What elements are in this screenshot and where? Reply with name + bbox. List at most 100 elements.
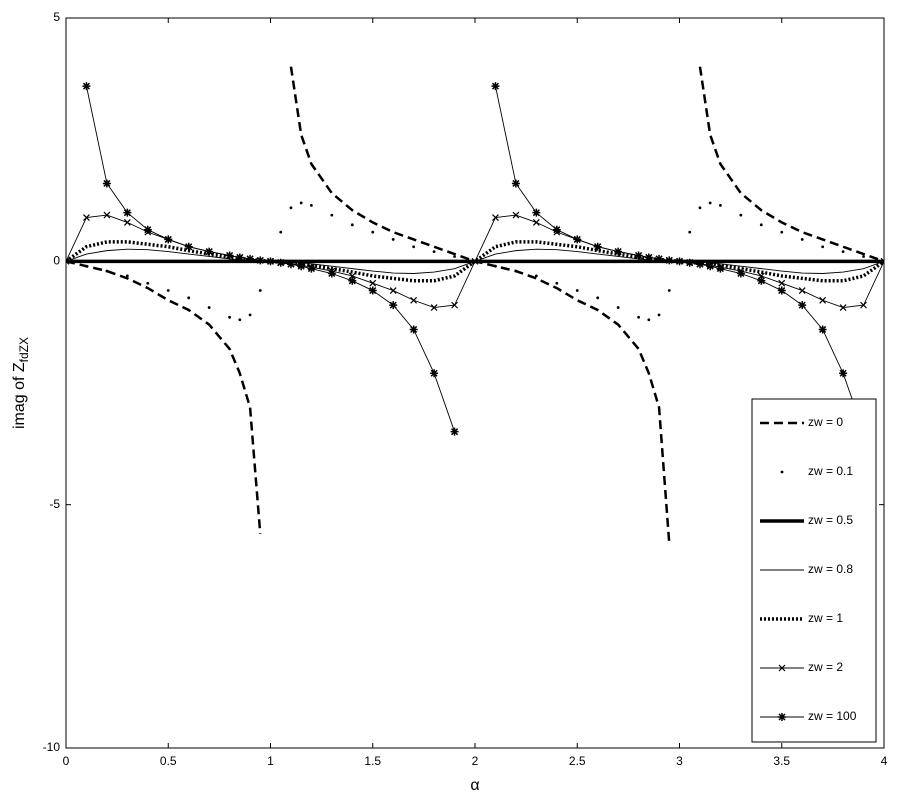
point [637,315,640,319]
point [391,238,395,241]
point [350,223,354,227]
point [759,223,763,227]
point [665,256,674,265]
y-axis-label-sub: fdZX [17,337,31,362]
point [248,313,252,317]
point [777,286,786,295]
point [821,245,825,249]
x-tick-label: 1 [267,754,274,768]
point [143,225,152,234]
point [369,279,377,287]
point [246,254,255,263]
point [514,269,518,273]
point [573,235,582,244]
point [286,260,295,269]
point [258,289,262,292]
point [225,251,234,260]
point [102,179,111,188]
legend-label: zw = 0 [808,415,843,429]
point [614,247,623,256]
y-tick-label: 5 [53,10,60,24]
point [430,369,439,378]
point [798,287,806,294]
point [123,208,132,217]
point [532,208,541,217]
point [695,260,704,269]
point [228,315,232,319]
point [105,269,109,273]
point [593,242,602,251]
point [780,230,784,234]
point [471,257,479,265]
point [778,713,786,721]
point [491,82,500,91]
x-tick-label: 0.5 [160,754,177,768]
point [778,664,786,672]
series-line [66,66,884,544]
point [238,318,242,322]
point [492,214,499,221]
point [235,253,244,262]
x-tick-label: 3 [676,754,683,768]
point [83,214,90,221]
y-tick-label: -5 [49,497,60,511]
point [716,264,725,273]
point [512,211,520,219]
point [187,296,191,300]
point [860,301,867,309]
point [85,264,88,268]
point [166,289,170,292]
point [706,262,715,271]
point [634,251,643,260]
point [819,296,827,304]
point [616,306,620,309]
point [739,213,743,217]
legend-label: zw = 2 [808,660,843,674]
point [778,279,786,287]
x-tick-label: 2 [472,754,479,768]
point [389,287,397,294]
legend-label: zw = 0.1 [808,464,853,478]
point [453,255,456,258]
point [719,203,722,207]
point [675,257,684,266]
point [310,203,313,207]
point [256,256,265,265]
point [432,250,436,254]
point [596,296,600,300]
point [307,264,316,273]
point [66,257,70,265]
point [839,304,847,311]
legend-box [751,398,877,743]
point [511,179,520,188]
x-tick-label: 2.5 [569,754,586,768]
point [348,276,357,285]
legend-label: zw = 0.8 [808,562,853,576]
point [685,258,694,267]
x-tick-label: 0 [63,754,70,768]
point [125,274,129,278]
y-axis-label: imag of ZfdZX [11,337,31,429]
x-tick-label: 1.5 [364,754,381,768]
point [532,218,540,226]
point [667,289,671,292]
point [299,201,303,205]
point [688,230,692,234]
point [657,313,661,317]
point [330,213,334,217]
point [297,262,306,271]
point [800,238,804,241]
point [798,301,807,310]
point [644,253,653,262]
point [757,276,766,285]
point [647,318,651,322]
point [289,206,293,210]
point [430,304,438,311]
point [205,247,214,256]
point [841,250,845,254]
point [103,211,111,219]
point [164,235,173,244]
point [279,230,283,234]
point [184,242,193,251]
